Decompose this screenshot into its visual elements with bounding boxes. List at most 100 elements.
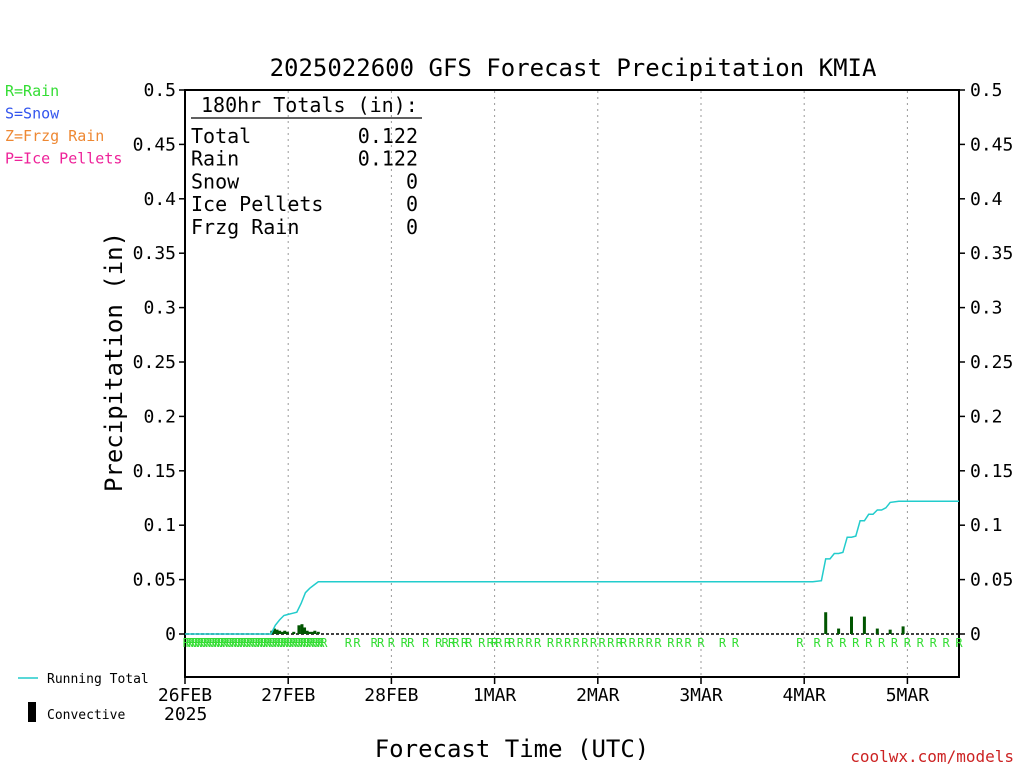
y-tick-label-right: 0.45 bbox=[970, 134, 1013, 155]
ptype-marker-rain: R bbox=[297, 636, 305, 650]
ptype-marker-rain: R bbox=[223, 636, 231, 650]
ptype-marker-rain: R bbox=[448, 636, 456, 650]
ptype-marker-rain: R bbox=[452, 636, 460, 650]
x-tick-label: 28FEB bbox=[364, 685, 418, 706]
convective-bar bbox=[303, 627, 307, 634]
ptype-marker-rain: R bbox=[229, 636, 237, 650]
totals-row-label: Snow bbox=[191, 169, 240, 193]
ptype-marker-rain: R bbox=[300, 636, 308, 650]
ptype-marker-rain: R bbox=[200, 636, 208, 650]
y-tick-label-right: 0.15 bbox=[970, 461, 1013, 482]
y-tick-label-left: 0 bbox=[165, 624, 176, 645]
ptype-marker-rain: R bbox=[930, 636, 938, 650]
ptype-marker-rain: R bbox=[220, 636, 228, 650]
ptype-marker-rain: R bbox=[283, 636, 291, 650]
ptype-marker-rain: R bbox=[564, 636, 572, 650]
ptype-marker-rain: R bbox=[377, 636, 385, 650]
watermark: coolwx.com/models bbox=[850, 747, 1014, 766]
ptype-marker-rain: R bbox=[826, 636, 834, 650]
ptype-marker-rain: R bbox=[186, 636, 194, 650]
ptype-marker-rain: R bbox=[547, 636, 555, 650]
ptype-marker-rain: R bbox=[263, 636, 271, 650]
ptype-marker-rain: R bbox=[732, 636, 740, 650]
convective-bar bbox=[875, 628, 879, 634]
convective-bar bbox=[272, 628, 276, 634]
totals-row-label: Frzg Rain bbox=[191, 215, 299, 239]
ptype-markers: RRRRRRRRRRRRRRRRRRRRRRRRRRRRRRRRRRRRRRRR… bbox=[183, 636, 964, 650]
x-tick-label: 27FEB bbox=[261, 685, 315, 706]
ptype-marker-rain: R bbox=[312, 636, 320, 650]
totals-box: 180hr Totals (in): Total 0.122 Rain 0.122 Sn… bbox=[191, 93, 422, 239]
ptype-marker-rain: R bbox=[891, 636, 899, 650]
ptype-marker-rain: R bbox=[294, 636, 302, 650]
running-total-legend-label: Running Total bbox=[47, 672, 149, 687]
y-tick-label-left: 0.4 bbox=[143, 189, 176, 210]
ptype-marker-rain: R bbox=[371, 636, 379, 650]
convective-bar bbox=[313, 630, 317, 634]
totals-row-value: 0.122 bbox=[358, 124, 418, 148]
ptype-marker-rain: R bbox=[654, 636, 662, 650]
ptype-marker-rain: R bbox=[194, 636, 202, 650]
ptype-marker-rain: R bbox=[289, 636, 297, 650]
ptype-marker-rain: R bbox=[217, 636, 225, 650]
x-tick-label: 3MAR bbox=[679, 685, 723, 706]
convective-bar bbox=[292, 631, 296, 634]
y-tick-label-right: 0.25 bbox=[970, 352, 1013, 373]
ptype-marker-rain: R bbox=[234, 636, 242, 650]
y-tick-label-right: 0.3 bbox=[970, 298, 1003, 319]
ptype-legend-item: P=Ice Pellets bbox=[5, 150, 122, 168]
totals-row-label: Ice Pellets bbox=[191, 192, 323, 216]
x-tick-label: 5MAR bbox=[886, 685, 930, 706]
convective-bar bbox=[280, 631, 284, 634]
ptype-marker-rain: R bbox=[286, 636, 294, 650]
ptype-marker-rain: R bbox=[495, 636, 503, 650]
y-axis-left-ticks: 0 0.05 0.1 0.15 0.2 0.25 0.3 0.35 0.4 0.45 0.5 bbox=[133, 80, 185, 645]
ptype-marker-rain: R bbox=[309, 636, 317, 650]
ptype-legend: R=Rain S=Snow Z=Frzg Rain P=Ice Pellets bbox=[5, 82, 122, 168]
convective-bar bbox=[901, 626, 905, 634]
ptype-marker-rain: R bbox=[676, 636, 684, 650]
x-year-label: 2025 bbox=[164, 704, 207, 725]
y-tick-label-right: 0.2 bbox=[970, 406, 1003, 427]
ptype-marker-rain: R bbox=[188, 636, 196, 650]
convective-bar bbox=[308, 631, 312, 634]
ptype-legend-item: R=Rain bbox=[5, 82, 59, 100]
ptype-marker-rain: R bbox=[277, 636, 285, 650]
ptype-marker-rain: R bbox=[607, 636, 615, 650]
convective-bar bbox=[275, 629, 279, 634]
ptype-marker-rain: R bbox=[317, 636, 325, 650]
ptype-marker-rain: R bbox=[955, 636, 963, 650]
convective-bar bbox=[300, 624, 304, 634]
convective-bar bbox=[297, 625, 301, 634]
ptype-marker-rain: R bbox=[422, 636, 430, 650]
ptype-marker-rain: R bbox=[508, 636, 516, 650]
ptype-legend-item: S=Snow bbox=[5, 105, 60, 123]
convective-bar bbox=[888, 629, 892, 634]
convective-legend-label: Convective bbox=[47, 708, 125, 723]
ptype-marker-rain: R bbox=[272, 636, 280, 650]
ptype-marker-rain: R bbox=[904, 636, 912, 650]
ptype-marker-rain: R bbox=[478, 636, 486, 650]
ptype-marker-rain: R bbox=[197, 636, 205, 650]
ptype-marker-rain: R bbox=[251, 636, 259, 650]
convective-bar bbox=[305, 630, 309, 634]
ptype-marker-rain: R bbox=[442, 636, 450, 650]
totals-row-label: Total bbox=[191, 124, 251, 148]
ptype-marker-rain: R bbox=[620, 636, 628, 650]
ptype-marker-rain: R bbox=[629, 636, 637, 650]
ptype-marker-rain: R bbox=[269, 636, 277, 650]
ptype-marker-rain: R bbox=[555, 636, 563, 650]
convective-legend-swatch bbox=[28, 702, 36, 722]
convective-bars bbox=[270, 612, 905, 634]
ptype-marker-rain: R bbox=[581, 636, 589, 650]
ptype-marker-rain: R bbox=[246, 636, 254, 650]
ptype-marker-rain: R bbox=[260, 636, 268, 650]
totals-row-value: 0 bbox=[406, 215, 418, 239]
y-tick-label-right: 0.4 bbox=[970, 189, 1003, 210]
ptype-marker-rain: R bbox=[191, 636, 199, 650]
ptype-marker-rain: R bbox=[306, 636, 314, 650]
ptype-legend-item: Z=Frzg Rain bbox=[5, 127, 104, 145]
running-total-line bbox=[185, 500, 959, 635]
x-tick-label: 2MAR bbox=[576, 685, 620, 706]
y-tick-label-right: 0.35 bbox=[970, 243, 1013, 264]
